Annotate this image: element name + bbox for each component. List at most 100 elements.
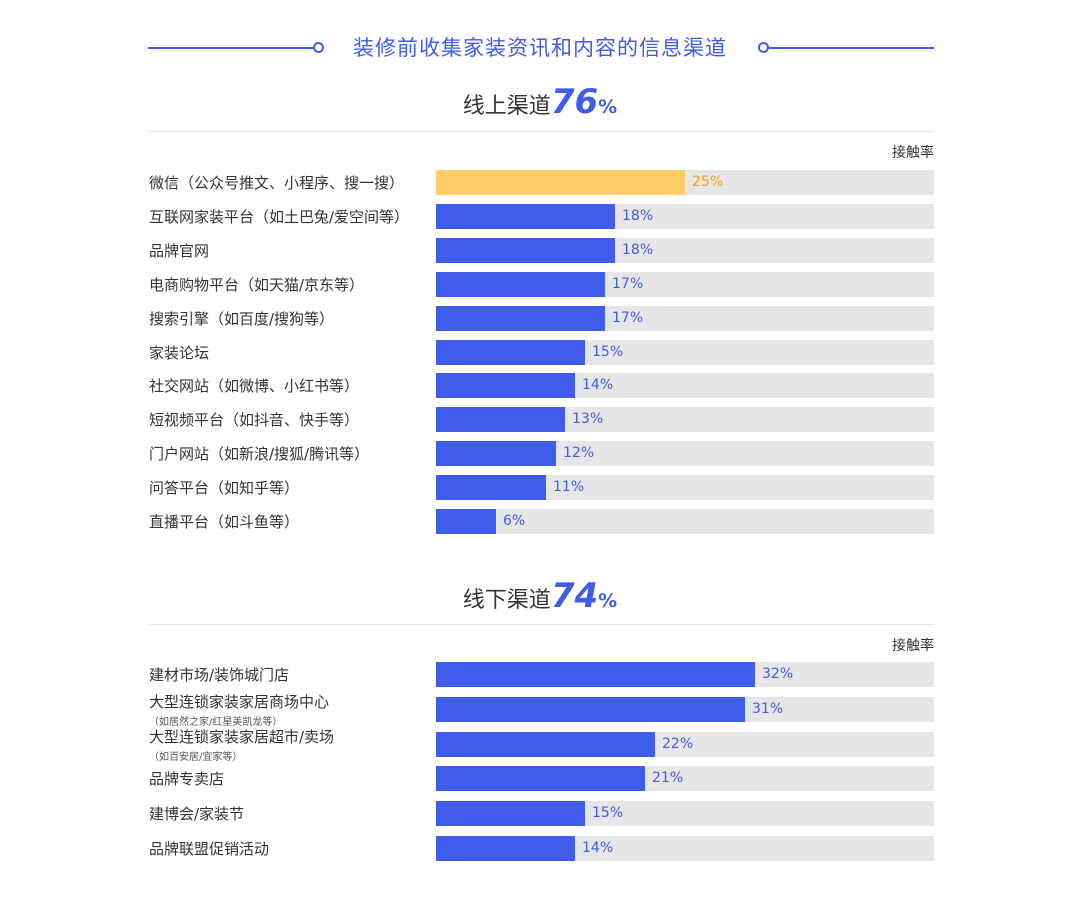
bar-track: 18% (436, 237, 934, 263)
bar-track: 15% (436, 339, 934, 365)
bar-label-text: 大型连锁家装家居商场中心 (149, 692, 330, 711)
bar (436, 203, 615, 229)
bar-value-label: 25% (692, 174, 724, 190)
bar-label: 建博会/家装节 (149, 803, 244, 824)
bar-label: 门户网站（如新浪/搜狐/腾讯等） (149, 443, 369, 464)
bar-label-text: 门户网站（如新浪/搜狐/腾讯等） (149, 445, 370, 464)
bar-label-text: 家装论坛 (149, 343, 210, 362)
bar-label-text: 品牌官网 (149, 241, 210, 260)
bar-label-subtext: （如居然之家/红星美凯龙等） (149, 716, 283, 728)
bar-track: 13% (436, 407, 934, 433)
main-title: 装修前收集家装资讯和内容的信息渠道 (353, 36, 727, 60)
bar-track: 14% (436, 836, 934, 861)
bar-label-text: 微信（公众号推文、小程序、搜一搜） (149, 174, 405, 192)
bar (436, 170, 685, 195)
bar-value-label: 21% (652, 770, 684, 787)
bar (436, 696, 745, 722)
bar-label-text: 建博会/家装节 (149, 805, 245, 824)
offline-title-label: 线下渠道 (462, 588, 551, 613)
bar-track: 12% (436, 441, 934, 467)
bar-label: 微信（公众号推文、小程序、搜一搜） (149, 172, 404, 193)
bar (436, 373, 575, 399)
offline-total-value: 74 (550, 576, 599, 616)
bar-value-label: 15% (592, 343, 624, 360)
bar-track: 14% (436, 373, 934, 399)
online-rate-header: 接触率 (892, 145, 934, 161)
bar-track: 32% (436, 662, 934, 687)
bar-value-label: 13% (572, 411, 604, 428)
bar-label: 品牌官网 (149, 240, 209, 261)
bar-label-text: 社交网站（如微博、小红书等） (149, 377, 360, 396)
title-line-right (769, 47, 934, 49)
bar (436, 801, 585, 827)
bar-label: 大型连锁家装家居商场中心 （如居然之家/红星美凯龙等） (149, 691, 329, 728)
offline-separator (148, 624, 934, 625)
online-total-suffix: % (598, 96, 618, 118)
bar-label-text: 大型连锁家装家居超市/卖场 (149, 727, 335, 746)
bar-label-text: 问答平台（如知乎等） (149, 479, 300, 498)
bar-label: 互联网家装平台（如土巴兔/爱空间等） (149, 206, 409, 227)
bar-track: 15% (436, 801, 934, 827)
bar (436, 237, 615, 263)
bar-track: 17% (436, 305, 934, 331)
bar-label-text: 互联网家装平台（如土巴兔/爱空间等） (149, 207, 410, 226)
bar-value-label: 11% (553, 479, 585, 496)
bar-label-text: 品牌专卖店 (149, 770, 225, 789)
bar-label-text: 建材市场/装饰城门店 (149, 666, 290, 684)
online-title-label: 线上渠道 (462, 94, 551, 119)
bar-label: 家装论坛 (149, 342, 209, 363)
offline-rate-header: 接触率 (892, 638, 934, 654)
bar-track: 31% (436, 696, 934, 722)
bar-label: 问答平台（如知乎等） (149, 477, 299, 498)
bar-value-label: 31% (752, 700, 784, 717)
bar-value-label: 18% (622, 241, 654, 258)
bar (436, 731, 655, 757)
bar-label-text: 品牌联盟促销活动 (149, 840, 270, 858)
bar-value-label: 14% (582, 840, 614, 856)
bar (436, 271, 605, 297)
bar (436, 441, 556, 467)
bar-value-label: 17% (612, 275, 644, 292)
online-separator (148, 131, 934, 132)
bar-value-label: 17% (612, 309, 644, 326)
bar-label: 直播平台（如斗鱼等） (149, 511, 299, 532)
bar-track: 18% (436, 203, 934, 229)
online-total-value: 76 (550, 82, 599, 122)
bar-label-text: 直播平台（如斗鱼等） (149, 513, 300, 531)
bar-value-label: 22% (662, 735, 694, 752)
bar-label: 大型连锁家装家居超市/卖场 （如百安居/宜家等） (149, 726, 334, 763)
bar-label: 品牌专卖店 (149, 768, 224, 789)
bar-value-label: 32% (762, 666, 794, 682)
bar (436, 339, 585, 365)
bar (436, 407, 565, 433)
bar-track: 17% (436, 271, 934, 297)
bar-label: 品牌联盟促销活动 (149, 838, 269, 859)
bar (436, 475, 546, 501)
bar-track: 11% (436, 475, 934, 501)
bar-label: 社交网站（如微博、小红书等） (149, 375, 359, 396)
bar-value-label: 6% (503, 513, 526, 529)
bar-label: 短视频平台（如抖音、快手等） (149, 409, 359, 430)
bar-label: 建材市场/装饰城门店 (149, 664, 289, 685)
bar-label: 搜索引擎（如百度/搜狗等） (149, 308, 334, 329)
online-section-title: 线上渠道76% (0, 82, 1080, 122)
bar (436, 305, 605, 331)
bar-label-text: 搜索引擎（如百度/搜狗等） (149, 309, 335, 328)
bar-label: 电商购物平台（如天猫/京东等） (149, 274, 364, 295)
title-dot-right (758, 42, 769, 53)
bar-label-subtext: （如百安居/宜家等） (149, 751, 243, 763)
bar-value-label: 15% (592, 805, 624, 822)
bar (436, 509, 496, 534)
bar-label-text: 短视频平台（如抖音、快手等） (149, 411, 360, 430)
title-dot-left (313, 42, 324, 53)
bar-track: 21% (436, 766, 934, 792)
bar-track: 6% (436, 509, 934, 534)
bar-value-label: 12% (563, 445, 595, 462)
bar-value-label: 18% (622, 207, 654, 224)
bar (436, 766, 645, 792)
title-line-left (148, 47, 314, 49)
bar (436, 662, 755, 687)
bar-label-text: 电商购物平台（如天猫/京东等） (149, 275, 365, 294)
offline-section-title: 线下渠道74% (0, 576, 1080, 616)
offline-total-suffix: % (598, 590, 618, 612)
